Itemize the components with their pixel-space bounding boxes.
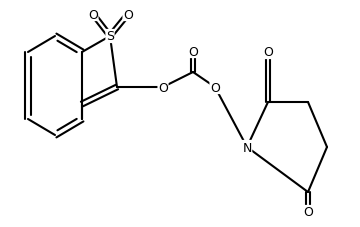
- Text: N: N: [242, 141, 252, 154]
- Text: O: O: [263, 46, 273, 59]
- Text: O: O: [158, 81, 168, 94]
- Text: O: O: [123, 8, 133, 21]
- Text: S: S: [106, 30, 114, 43]
- Text: O: O: [303, 206, 313, 219]
- Text: O: O: [188, 45, 198, 58]
- Text: O: O: [210, 81, 220, 94]
- Text: O: O: [88, 8, 98, 21]
